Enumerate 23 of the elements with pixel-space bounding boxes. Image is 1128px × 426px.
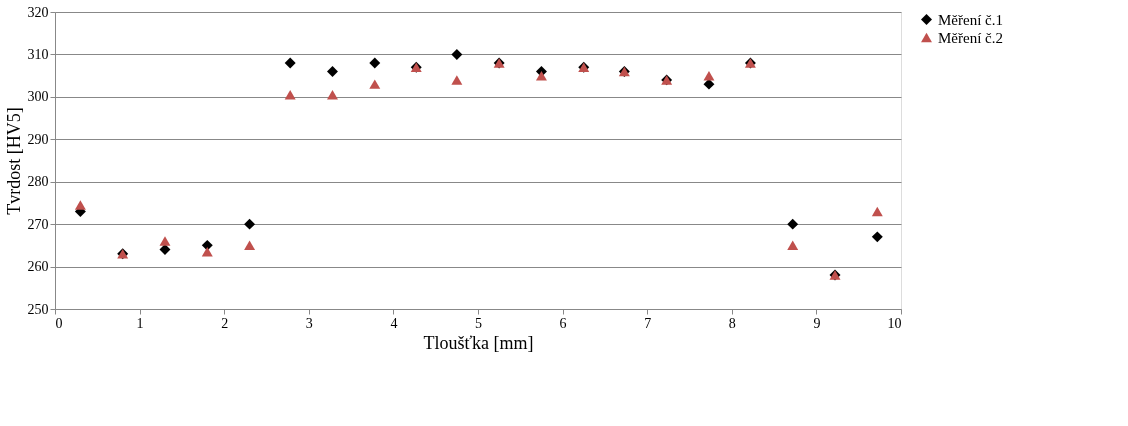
y-tick-label: 280 [27,174,49,190]
x-tick-label: 0 [55,315,63,331]
x-tick-label: 6 [559,315,567,331]
x-tick-label: 8 [728,315,736,331]
y-tick-label: 310 [27,46,49,62]
y-tick-label: 290 [27,131,49,147]
y-tick-label: 320 [27,4,49,20]
x-tick-label: 4 [390,315,398,331]
y-tick-label: 250 [27,301,49,317]
y-tick-label: 270 [27,216,49,232]
x-tick-label: 3 [305,315,313,331]
y-tick-label: 300 [27,89,49,105]
x-tick-label: 9 [813,315,821,331]
legend-label: Měření č.2 [938,29,1003,46]
x-tick-label: 10 [887,315,902,331]
x-tick-label: 7 [644,315,652,331]
x-tick-label: 2 [221,315,229,331]
legend-label: Měření č.1 [938,11,1003,28]
y-tick-label: 260 [27,259,49,275]
x-axis-title: Tloušťka [mm] [423,332,534,353]
x-tick-label: 1 [136,315,144,331]
x-tick-label: 5 [475,315,482,331]
y-axis-title: Tvrdost [HV5] [3,107,24,215]
